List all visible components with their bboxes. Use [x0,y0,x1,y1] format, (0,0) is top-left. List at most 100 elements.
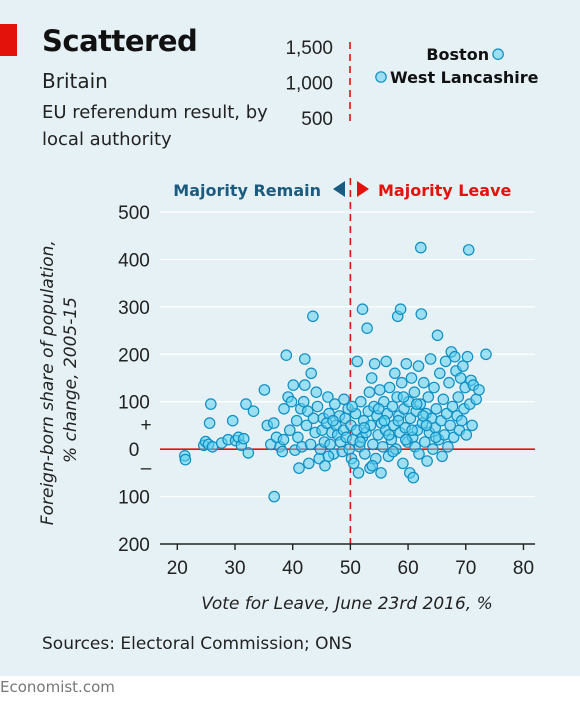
data-point [452,391,465,403]
data-point [436,450,448,463]
chart-title: Scattered [42,24,198,58]
data-point [442,440,454,453]
data-point [410,398,423,410]
data-point [338,393,350,406]
data-point [395,376,408,389]
data-point [454,372,467,384]
data-point [388,367,401,380]
data-point [460,429,473,441]
sources-note: Sources: Electoral Commission; ONS [42,634,352,654]
inset-point [492,48,504,60]
plus-sign: + [140,415,151,436]
data-point [439,355,452,368]
y-tick-label: 300 [118,298,150,319]
data-point [226,414,239,427]
data-point [387,445,399,458]
inset-point-label: Boston [426,45,489,64]
data-point [399,433,412,446]
data-point [457,360,469,372]
data-point [461,350,474,363]
y-tick-label: 100 [118,393,150,414]
data-point [268,490,280,503]
data-point [358,448,371,460]
data-point [366,459,379,472]
y-tick-label: 200 [118,535,150,556]
chart-panel [0,0,580,676]
data-point [352,467,365,479]
data-point [363,386,376,398]
data-point [267,417,280,429]
data-point [298,353,311,365]
data-point [298,379,311,391]
y-axis-label: Foreign-born share of population, % chan… [38,235,81,525]
data-point [408,386,421,398]
data-point [373,384,386,396]
x-tick-label: 80 [513,558,534,579]
y-axis-ticks: 500 400 300 200 100 0 100 200 [118,203,150,556]
data-point [361,322,373,334]
data-point [378,414,391,427]
data-point [247,405,260,417]
data-point [413,448,425,460]
data-point [356,303,369,315]
inset-panel: 1,500 1,000 500 Boston West Lancashire [285,38,538,130]
data-point [278,402,290,415]
data-point [367,438,379,451]
data-point [179,453,192,466]
data-point [417,410,429,422]
data-point [406,424,418,436]
data-point [347,457,360,470]
x-tick-label: 20 [167,558,188,579]
data-point [480,348,492,361]
data-point [455,414,468,427]
data-point [400,357,413,370]
data-points [179,241,492,503]
x-tick-label: 50 [340,558,361,579]
y-tick-label: 500 [118,203,150,224]
data-point [383,381,396,394]
data-point [417,376,430,389]
data-point [293,462,305,474]
data-point [290,414,303,427]
leave-arrow-icon [357,181,369,197]
data-point [300,419,313,432]
data-point [394,303,407,315]
data-point [421,455,433,467]
chart-subtitle: Britain [42,69,108,93]
y-tick-label: 100 [118,488,150,509]
data-point [424,353,437,365]
data-point [322,450,335,463]
data-point [462,244,475,256]
data-point [431,329,444,342]
data-point [297,395,310,408]
inset-point [375,71,387,83]
data-point [383,429,395,441]
majority-remain-label: Majority Remain [173,181,321,200]
x-tick-label: 30 [224,558,245,579]
data-point [310,386,323,398]
data-point [327,414,339,427]
data-point [473,384,485,396]
accent-tag [0,24,17,56]
data-point [443,376,455,389]
y-tick-label: 0 [129,440,140,461]
data-point [358,421,370,434]
data-point [422,391,435,403]
data-point [205,398,217,410]
grid-lines [160,211,535,498]
data-point [386,400,399,413]
data-point [242,447,255,459]
data-point [276,445,289,458]
data-point [280,349,293,361]
data-point [354,395,367,408]
data-point [237,432,250,445]
brand-mark: Economist.com [0,678,115,696]
data-point [328,398,341,410]
data-point [372,402,385,415]
data-point [376,440,389,453]
minus-sign: – [141,458,152,479]
x-tick-label: 60 [398,558,419,579]
data-point [285,395,298,408]
data-point [368,357,381,370]
